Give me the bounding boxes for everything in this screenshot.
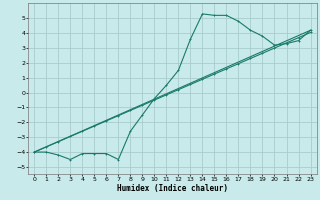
- X-axis label: Humidex (Indice chaleur): Humidex (Indice chaleur): [117, 184, 228, 193]
